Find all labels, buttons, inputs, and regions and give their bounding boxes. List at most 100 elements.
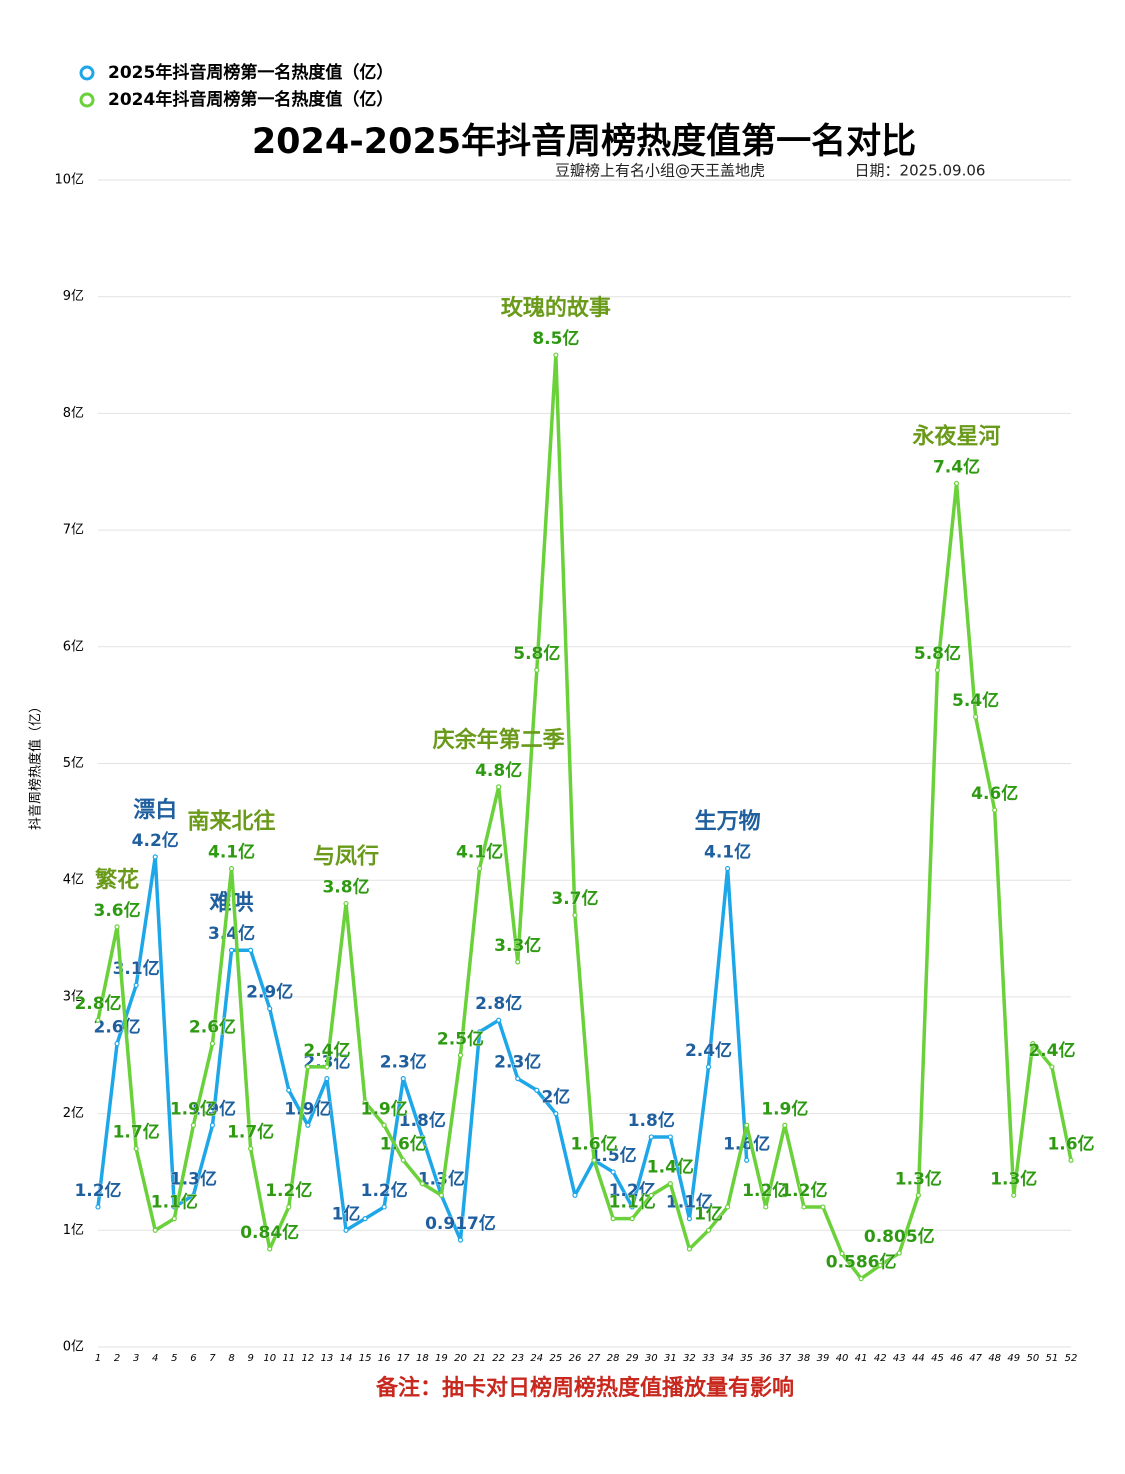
y-tick-label: 8亿 bbox=[63, 406, 84, 421]
x-tick-label: 27 bbox=[588, 1353, 601, 1364]
data-label: 1.2亿 bbox=[609, 1180, 656, 1201]
data-point bbox=[877, 1262, 883, 1268]
data-point bbox=[1011, 1192, 1017, 1198]
data-point bbox=[209, 1122, 216, 1128]
data-label: 1.9亿 bbox=[284, 1098, 331, 1119]
data-point bbox=[763, 1204, 769, 1210]
data-point bbox=[171, 1216, 177, 1222]
data-point bbox=[248, 1146, 254, 1152]
data-point bbox=[324, 1075, 330, 1082]
x-tick-label: 42 bbox=[874, 1353, 887, 1364]
data-point bbox=[686, 1246, 693, 1252]
data-label: 4.1亿 bbox=[208, 842, 255, 863]
data-point bbox=[248, 947, 254, 953]
data-point bbox=[438, 1192, 445, 1198]
data-point bbox=[515, 959, 521, 965]
data-label: 2.5亿 bbox=[437, 1028, 484, 1049]
data-label: 0.586亿 bbox=[826, 1252, 897, 1273]
data-label: 2亿 bbox=[541, 1087, 570, 1108]
x-tick-label: 47 bbox=[969, 1353, 982, 1364]
data-point bbox=[496, 784, 502, 790]
x-tick-label: 46 bbox=[950, 1353, 963, 1364]
data-point bbox=[610, 1169, 616, 1175]
annotation: 永夜星河 bbox=[913, 423, 1001, 449]
data-point bbox=[133, 1146, 139, 1152]
data-point bbox=[95, 1017, 101, 1023]
x-tick-label: 16 bbox=[378, 1353, 391, 1364]
data-point bbox=[534, 667, 540, 673]
data-point bbox=[419, 1181, 425, 1187]
annotation: 玫瑰的故事 bbox=[501, 295, 611, 321]
x-tick-label: 32 bbox=[683, 1353, 696, 1364]
x-tick-label: 8 bbox=[228, 1353, 234, 1364]
x-tick-label: 17 bbox=[397, 1353, 410, 1364]
x-tick-label: 7 bbox=[209, 1353, 216, 1364]
data-label: 1.9亿 bbox=[170, 1098, 217, 1119]
data-label: 2.3亿 bbox=[494, 1052, 541, 1073]
data-point bbox=[667, 1181, 673, 1187]
x-tick-label: 39 bbox=[817, 1353, 830, 1364]
data-label: 1.3亿 bbox=[170, 1168, 217, 1189]
data-point bbox=[381, 1204, 387, 1210]
annotation: 南来北往 bbox=[188, 809, 276, 835]
data-point bbox=[629, 1204, 635, 1210]
data-label: 3.8亿 bbox=[322, 877, 369, 898]
data-point bbox=[114, 1040, 120, 1047]
data-point bbox=[572, 912, 578, 918]
data-label: 4.1亿 bbox=[456, 842, 503, 863]
data-label: 1.1亿 bbox=[151, 1192, 198, 1213]
data-point bbox=[782, 1122, 788, 1128]
data-label: 1.2亿 bbox=[361, 1180, 408, 1201]
data-point bbox=[209, 1040, 216, 1047]
x-tick-label: 33 bbox=[702, 1353, 715, 1364]
x-tick-label: 4 bbox=[152, 1353, 158, 1364]
data-label: 2.8亿 bbox=[475, 993, 522, 1014]
chart-title: 2024-2025年抖音周榜热度值第一名对比 bbox=[252, 121, 916, 162]
data-label: 2.4亿 bbox=[1028, 1040, 1075, 1061]
date: 日期：2025.09.06 bbox=[855, 162, 986, 180]
data-label: 5.4亿 bbox=[952, 690, 999, 711]
data-label: 2.4亿 bbox=[303, 1040, 350, 1061]
data-point bbox=[286, 1204, 292, 1210]
data-label: 3.4亿 bbox=[208, 923, 255, 944]
data-label: 2.6亿 bbox=[189, 1017, 236, 1038]
data-label: 4.1亿 bbox=[704, 842, 751, 863]
x-tick-label: 34 bbox=[721, 1353, 734, 1364]
x-tick-label: 10 bbox=[263, 1353, 276, 1364]
data-label: 4.2亿 bbox=[132, 830, 179, 851]
x-tick-label: 2 bbox=[114, 1353, 120, 1364]
data-point bbox=[152, 1227, 158, 1233]
data-label: 2.8亿 bbox=[74, 993, 121, 1014]
x-tick-label: 51 bbox=[1046, 1353, 1059, 1364]
annotation: 难哄 bbox=[209, 891, 254, 916]
x-tick-label: 52 bbox=[1065, 1353, 1078, 1364]
data-label: 3.3亿 bbox=[494, 935, 541, 956]
data-point bbox=[820, 1204, 826, 1210]
data-point bbox=[591, 1157, 597, 1163]
data-label: 1.2亿 bbox=[742, 1180, 789, 1201]
data-point bbox=[324, 1064, 330, 1070]
y-tick-label: 0亿 bbox=[63, 1340, 84, 1355]
data-label: 1.2亿 bbox=[780, 1180, 827, 1201]
data-label: 2.6亿 bbox=[94, 1017, 141, 1038]
x-tick-label: 22 bbox=[492, 1353, 505, 1364]
data-point bbox=[629, 1216, 635, 1222]
y-tick-label: 6亿 bbox=[63, 639, 84, 654]
data-point bbox=[400, 1075, 406, 1082]
data-point bbox=[934, 667, 941, 673]
annotation: 繁花 bbox=[95, 867, 139, 893]
data-point bbox=[1068, 1157, 1074, 1163]
x-tick-label: 11 bbox=[282, 1353, 295, 1364]
y-tick-label: 10亿 bbox=[54, 173, 84, 188]
x-tick-label: 15 bbox=[359, 1353, 372, 1364]
x-tick-label: 13 bbox=[321, 1353, 334, 1364]
data-label: 1.6亿 bbox=[1047, 1133, 1094, 1154]
data-label: 1.3亿 bbox=[895, 1168, 942, 1189]
data-point bbox=[267, 1005, 273, 1012]
x-tick-label: 45 bbox=[931, 1353, 944, 1364]
data-point bbox=[286, 1087, 292, 1093]
data-label: 1.3亿 bbox=[418, 1168, 465, 1189]
data-point bbox=[915, 1192, 921, 1198]
x-tick-label: 9 bbox=[247, 1353, 253, 1364]
x-tick-label: 20 bbox=[454, 1353, 467, 1364]
